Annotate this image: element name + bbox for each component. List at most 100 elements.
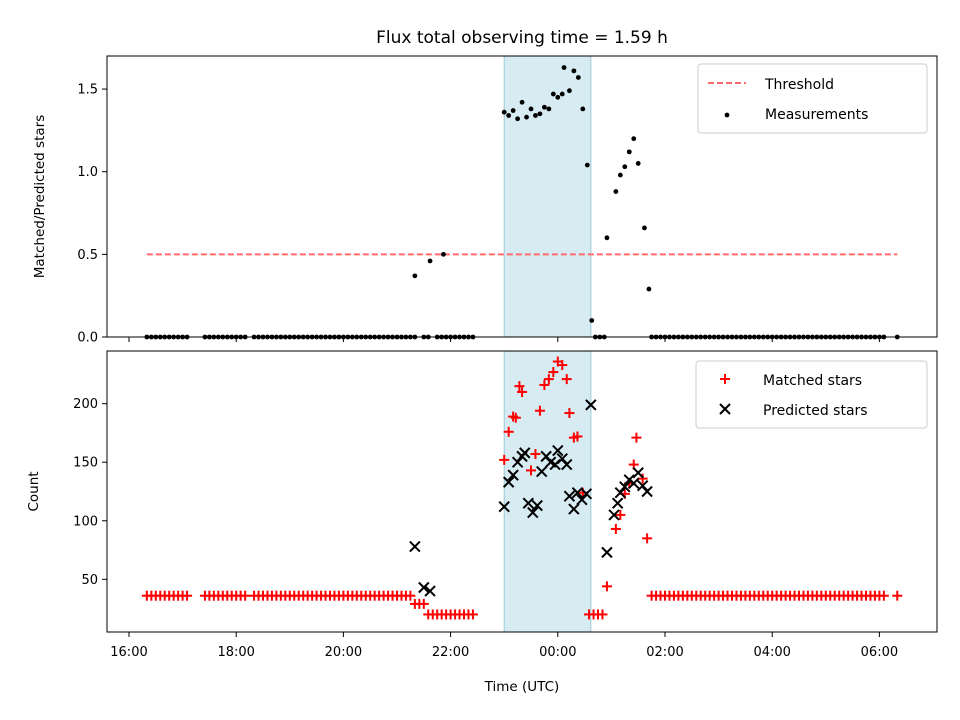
matched-stars-point bbox=[530, 449, 541, 460]
cross-stroke-b bbox=[611, 497, 624, 509]
cross-stroke-b bbox=[619, 481, 631, 493]
matched-stars-point bbox=[601, 581, 612, 592]
bottom-legend: Matched stars Predicted stars bbox=[695, 360, 928, 429]
cross-stroke-b bbox=[418, 581, 430, 594]
top-legend: Threshold Measurements bbox=[697, 63, 928, 134]
matched-stars-point bbox=[467, 609, 478, 620]
cross-stroke-b bbox=[519, 447, 531, 459]
top-y-axis-label: Matched/Predicted stars bbox=[32, 115, 48, 278]
xtick-label: 00:00 bbox=[539, 645, 576, 660]
predicted-stars-point bbox=[641, 485, 653, 498]
predicted-stars-point bbox=[502, 476, 515, 488]
x-axis-label: Time (UTC) bbox=[484, 679, 560, 695]
cross-stroke-b bbox=[628, 477, 640, 490]
matched-stars-point bbox=[642, 533, 653, 544]
predicted-stars-point bbox=[409, 540, 421, 553]
bottom-ytick-label: 50 bbox=[81, 573, 98, 588]
matched-stars-point bbox=[514, 381, 525, 392]
measurement-point bbox=[550, 91, 556, 97]
cross-stroke-b bbox=[544, 456, 557, 468]
legend-measurements-label: Measurements bbox=[765, 107, 868, 123]
predicted-stars-point bbox=[507, 469, 519, 481]
cross-stroke-b bbox=[568, 503, 580, 515]
measurement-point bbox=[510, 108, 516, 113]
matched-stars-point bbox=[499, 454, 510, 465]
top-y-ticks: 0.0 0.5 1.0 1.5 bbox=[77, 83, 107, 346]
legend-predicted-stars-symbol bbox=[719, 403, 731, 415]
measurement-point bbox=[501, 109, 507, 115]
legend-matched-stars-label: Matched stars bbox=[763, 373, 862, 389]
cross-stroke-b bbox=[531, 499, 543, 512]
matched-stars-point bbox=[405, 590, 416, 601]
top-panel: 0.0 0.5 1.0 1.5 Flux total observing time =… bbox=[32, 28, 938, 346]
xtick-label: 16:00 bbox=[110, 645, 147, 660]
measurement-point bbox=[580, 106, 586, 112]
measurement-point bbox=[613, 189, 619, 194]
cross-stroke-b bbox=[522, 497, 535, 509]
predicted-stars-point bbox=[531, 499, 543, 512]
bottom-ytick-label: 100 bbox=[73, 514, 98, 529]
bottom-points-layer bbox=[141, 356, 903, 620]
cross-stroke-b bbox=[536, 465, 548, 478]
matched-stars-point bbox=[561, 374, 572, 385]
measurement-point bbox=[567, 88, 572, 94]
cross-stroke-b bbox=[563, 490, 576, 502]
measurement-point bbox=[642, 225, 647, 231]
cross-stroke-b bbox=[540, 450, 552, 463]
cross-stroke-b bbox=[608, 509, 620, 521]
predicted-stars-point bbox=[571, 486, 584, 499]
predicted-stars-point bbox=[601, 546, 613, 559]
cross-stroke-b bbox=[527, 506, 539, 519]
xtick-label: 22:00 bbox=[432, 645, 469, 660]
matched-stars-point bbox=[503, 426, 514, 437]
matched-stars-point bbox=[631, 432, 642, 443]
measurement-point bbox=[533, 113, 538, 118]
predicted-stars-point bbox=[519, 447, 531, 459]
xtick-label: 04:00 bbox=[753, 645, 790, 660]
cross-stroke-b bbox=[561, 458, 573, 471]
measurement-point bbox=[555, 94, 561, 100]
cross-stroke-b bbox=[632, 467, 644, 479]
bottom-ytick-label: 150 bbox=[73, 456, 98, 471]
measurement-point bbox=[528, 106, 534, 112]
legend-cross-marker bbox=[719, 403, 731, 415]
measurement-point bbox=[542, 104, 547, 110]
measurement-point bbox=[441, 251, 446, 257]
measurement-point bbox=[427, 258, 433, 264]
matched-stars-point bbox=[610, 523, 621, 534]
matched-stars-point bbox=[182, 590, 193, 601]
bottom-ytick-label: 200 bbox=[73, 397, 98, 412]
matched-stars-point bbox=[572, 431, 583, 442]
measurement-point bbox=[635, 161, 641, 166]
predicted-stars-point bbox=[418, 581, 430, 594]
measurement-point bbox=[626, 149, 632, 155]
bottom-legend-box bbox=[695, 360, 928, 429]
predicted-stars-point bbox=[611, 497, 624, 509]
legend-plus-marker bbox=[720, 374, 730, 384]
measurement-point bbox=[589, 318, 595, 323]
matched-stars-point bbox=[557, 360, 568, 371]
measurement-point bbox=[506, 113, 512, 118]
top-ytick-label: 1.5 bbox=[77, 83, 98, 98]
bottom-x-ticks: 16:00 18:00 20:00 22:00 00:00 02:00 04:00 06:00 bbox=[110, 632, 898, 660]
predicted-stars-point bbox=[424, 585, 436, 597]
cross-stroke-b bbox=[498, 501, 510, 513]
legend-predicted-stars-label: Predicted stars bbox=[763, 403, 868, 419]
matched-stars-point bbox=[564, 408, 575, 419]
predicted-stars-point bbox=[522, 497, 535, 509]
cross-stroke-b bbox=[580, 488, 593, 500]
top-ytick-label: 0.5 bbox=[77, 248, 98, 263]
cross-stroke-b bbox=[556, 453, 568, 465]
matched-stars-point bbox=[534, 405, 545, 416]
xtick-label: 02:00 bbox=[646, 645, 683, 660]
predicted-stars-point bbox=[563, 490, 576, 502]
measurement-point bbox=[524, 114, 529, 120]
measurement-point bbox=[575, 75, 581, 80]
top-x-ticks bbox=[128, 337, 880, 342]
cross-stroke-b bbox=[571, 486, 584, 499]
top-ytick-label: 0.0 bbox=[77, 331, 98, 346]
cross-stroke-b bbox=[552, 444, 564, 457]
matched-stars-point bbox=[510, 412, 521, 423]
top-axes-frame bbox=[106, 55, 938, 338]
